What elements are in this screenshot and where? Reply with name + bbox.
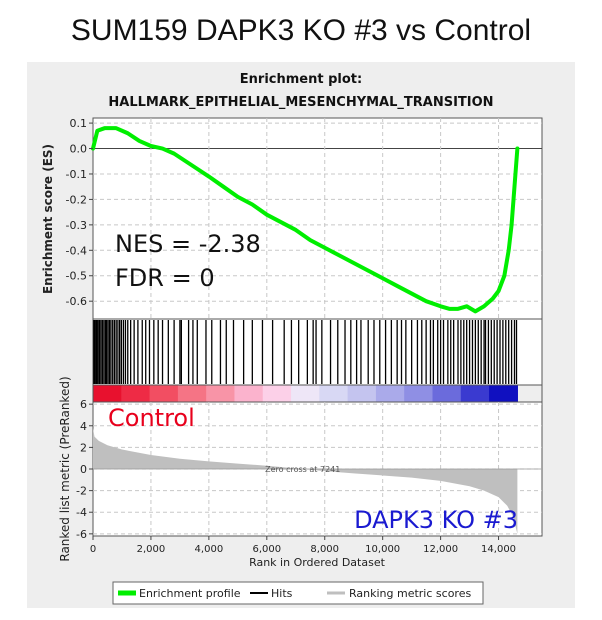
enrichment-profile-line (91, 126, 520, 314)
gradient-segment (432, 385, 462, 402)
gradient-segment (206, 385, 236, 402)
metric-tick-label: -2 (76, 485, 87, 498)
legend-metric-label: Ranking metric scores (349, 587, 471, 600)
x-tick-label: 6,000 (252, 544, 281, 555)
es-tick-label: -0.1 (66, 168, 87, 181)
es-axis-ticks: 0.1 0.0 -0.1 -0.2 -0.3 -0.4 -0.5 -0.6 (66, 117, 93, 308)
gradient-segment (93, 385, 122, 402)
es-tick-label: -0.6 (66, 295, 87, 308)
enrichment-profile (91, 126, 520, 314)
gradient-segment (291, 385, 320, 402)
metric-tick-label: 2 (80, 441, 87, 454)
es-axis-label: Enrichment score (ES) (41, 144, 55, 294)
gradient-segment (489, 385, 518, 402)
x-axis-label: Rank in Ordered Dataset (249, 556, 386, 569)
metric-tick-label: 6 (80, 398, 87, 411)
metric-tick-label: -4 (76, 506, 87, 519)
gradient-segment (177, 385, 207, 402)
gradient-segment (347, 385, 377, 402)
page-title: SUM159 DAPK3 KO #3 vs Control (70, 14, 532, 47)
chart-title-line1: Enrichment plot: (240, 72, 362, 87)
hit-markers (93, 320, 518, 384)
gradient-segment (262, 385, 292, 402)
es-tick-label: 0.1 (70, 117, 88, 130)
gradient-segment (121, 385, 151, 402)
es-tick-label: -0.2 (66, 193, 87, 206)
metric-tick-label: 0 (80, 463, 87, 476)
chart-title-line2: HALLMARK_EPITHELIAL_MESENCHYMAL_TRANSITI… (108, 95, 493, 110)
x-tick-label: 14,000 (481, 544, 516, 555)
ko-label: DAPK3 KO #3 (354, 506, 518, 534)
gradient-segment (460, 385, 490, 402)
x-tick-label: 0 (90, 544, 96, 555)
x-tick-label: 4,000 (195, 544, 224, 555)
legend-hits-label: Hits (271, 587, 293, 600)
gradient-segment (319, 385, 349, 402)
gradient-segment (404, 385, 434, 402)
x-axis-ticks: 0 2,000 4,000 6,000 8,000 10,000 12,000 14,000 (90, 536, 516, 555)
rank-gradient-bar (93, 385, 518, 402)
gradient-segment (375, 385, 405, 402)
legend-profile-label: Enrichment profile (139, 587, 241, 600)
zero-cross-label: Zero cross at 7241 (265, 465, 340, 474)
hits-plot-area (92, 318, 543, 386)
es-tick-label: -0.3 (66, 219, 87, 232)
x-tick-label: 12,000 (423, 544, 458, 555)
nes-annotation: NES = -2.38 (115, 230, 261, 258)
es-tick-label: -0.4 (66, 244, 87, 257)
x-tick-label: 2,000 (137, 544, 166, 555)
metric-axis-label: Ranked list metric (PreRanked) (58, 376, 72, 561)
metric-axis-ticks: 6 4 2 0 -2 -4 -6 (76, 398, 93, 541)
legend: Enrichment profile Hits Ranking metric s… (112, 581, 484, 605)
metric-tick-label: -6 (76, 528, 87, 541)
gradient-segment (234, 385, 264, 402)
x-tick-label: 10,000 (365, 544, 400, 555)
es-tick-label: 0.0 (70, 143, 88, 156)
es-tick-label: -0.5 (66, 270, 87, 283)
es-grid (93, 118, 542, 319)
legend-box (112, 581, 484, 605)
fdr-annotation: FDR = 0 (115, 264, 215, 292)
x-tick-label: 8,000 (310, 544, 339, 555)
metric-tick-label: 4 (80, 420, 87, 433)
gradient-segment (149, 385, 179, 402)
control-label: Control (108, 404, 195, 432)
ranking-metric-area: Zero cross at 7241 (93, 427, 542, 534)
